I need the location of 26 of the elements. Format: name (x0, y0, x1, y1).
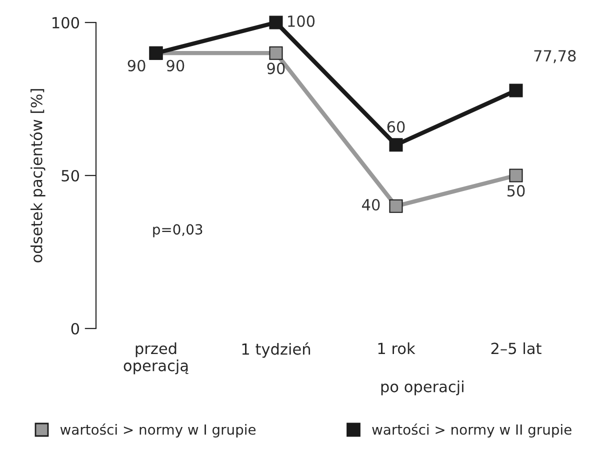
y-tick-label: 100 (52, 16, 80, 29)
data-label: 50 (507, 185, 525, 197)
x-axis-title: po operacji (381, 380, 464, 396)
x-tick-label: 1 rok (378, 342, 416, 354)
x-tick-label: 2–5 lat (491, 342, 542, 354)
data-label: 77,78 (534, 50, 576, 64)
point (509, 84, 523, 98)
legend-label: wartości > normy w II grupie (372, 424, 572, 438)
y-tick-label: 50 (62, 170, 80, 182)
x-tick-label: przed operacją (124, 342, 188, 374)
point (389, 138, 403, 152)
point (269, 16, 283, 30)
point (389, 199, 403, 213)
x-tick-label: 1 tydzień (242, 342, 310, 358)
annotation: p=0,03 (153, 224, 202, 238)
data-label: 100 (288, 15, 315, 27)
point (269, 46, 283, 60)
point (509, 168, 523, 182)
legend-label: wartości > normy w I grupie (60, 424, 256, 438)
y-tick-label: 0 (71, 322, 80, 335)
y-axis-title: odsetek pacjentów [%] (30, 89, 46, 262)
data-label: 90 (267, 62, 285, 74)
data-label: 40 (362, 198, 380, 211)
data-label: 90 (166, 60, 184, 72)
data-label: 60 (387, 121, 405, 133)
data-label: 90 (128, 60, 146, 72)
